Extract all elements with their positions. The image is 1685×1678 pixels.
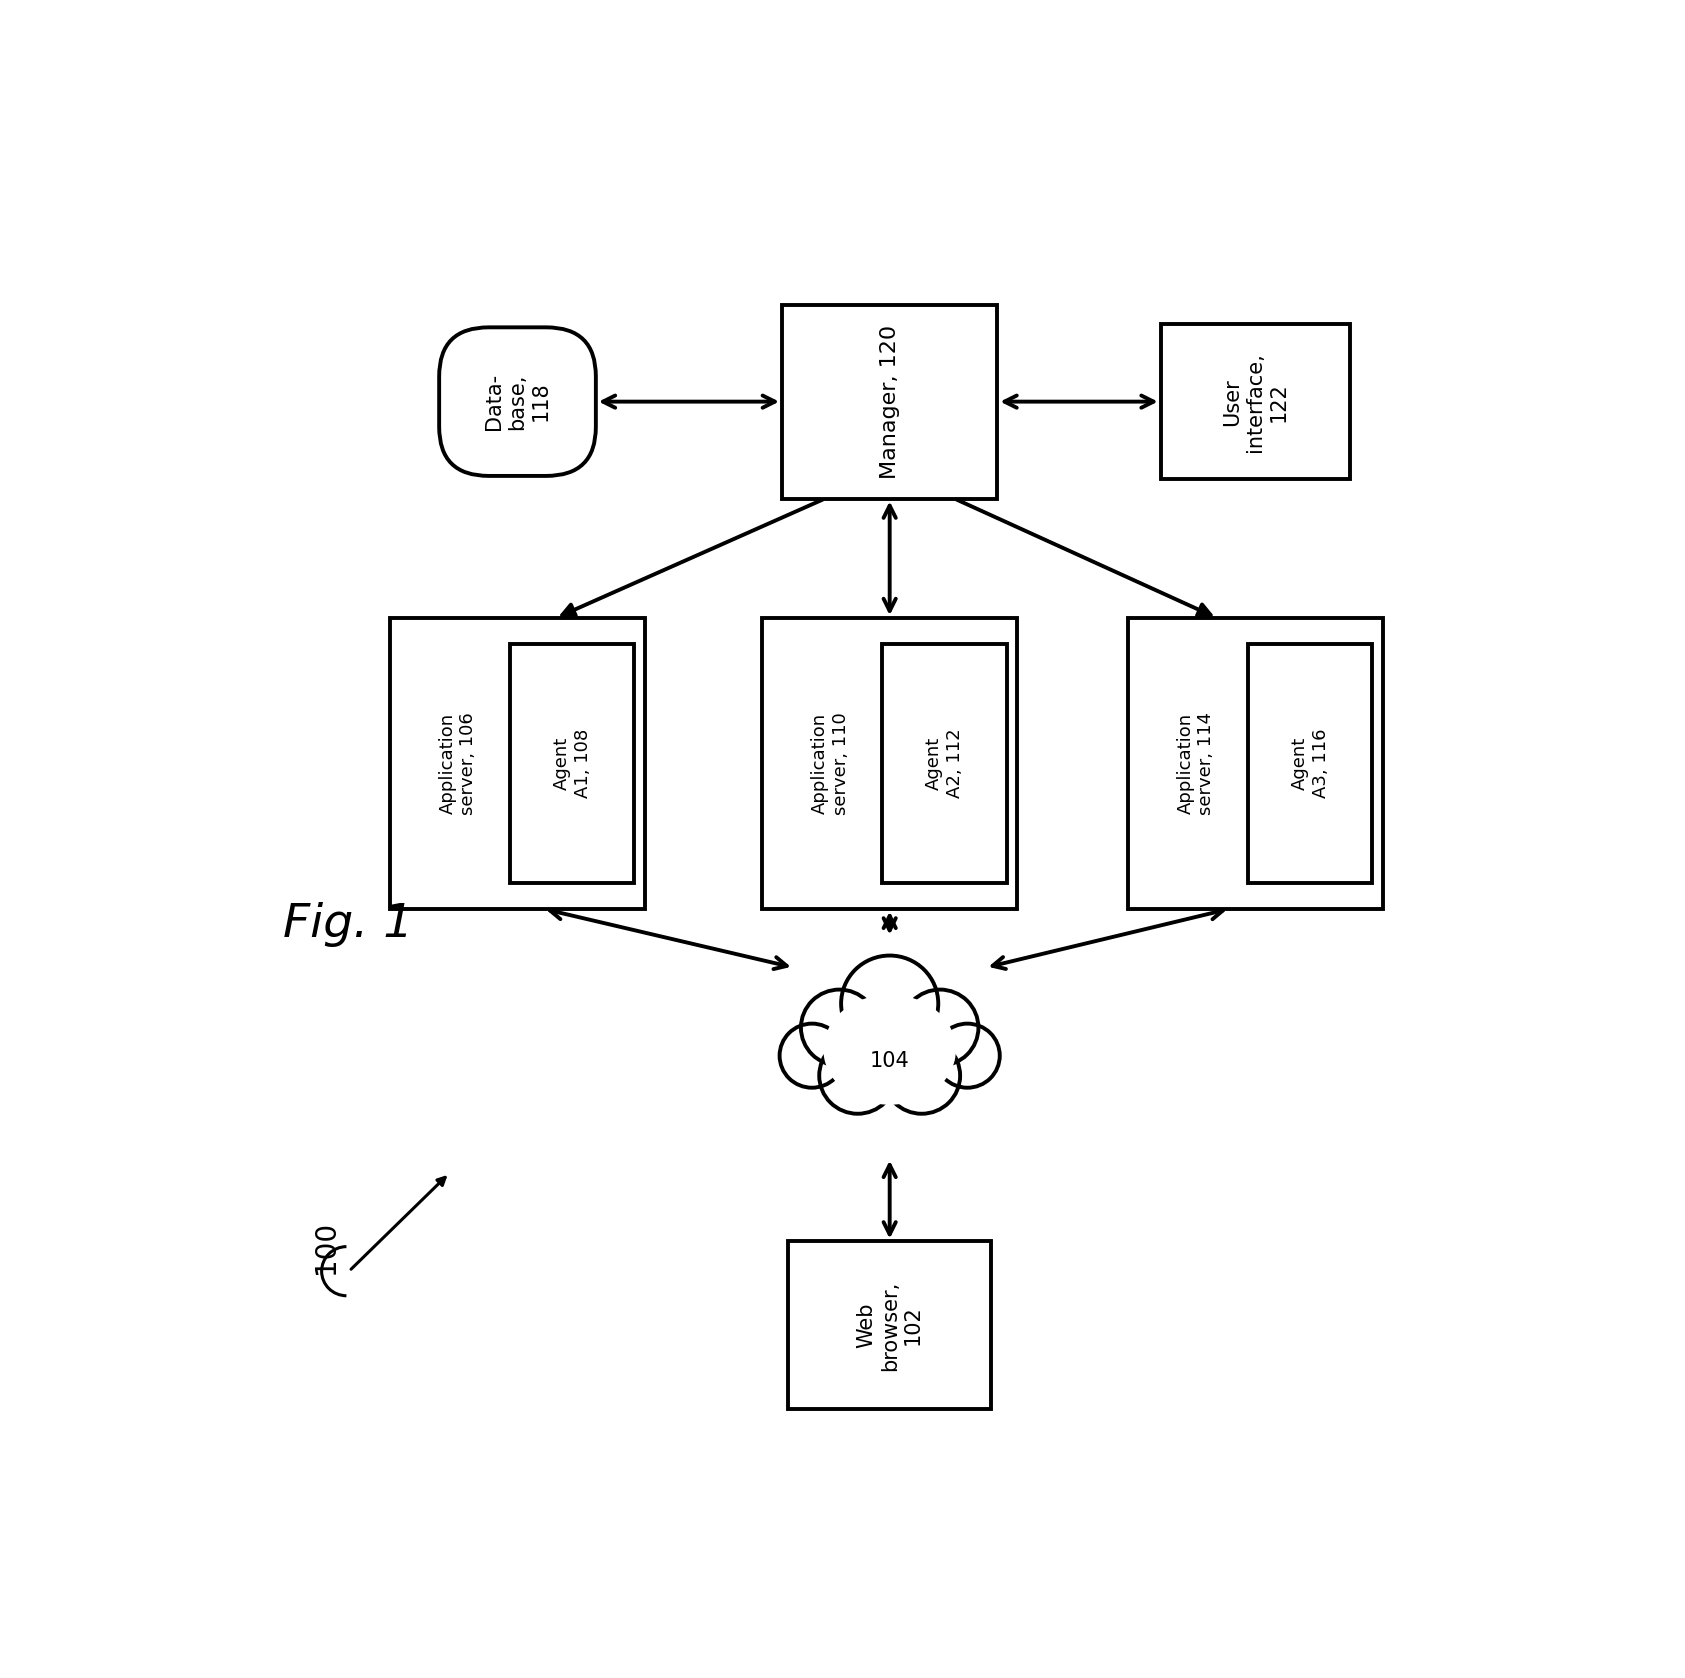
Text: Agent
A2, 112: Agent A2, 112 xyxy=(925,728,964,799)
Ellipse shape xyxy=(824,995,955,1104)
FancyBboxPatch shape xyxy=(782,305,998,498)
Circle shape xyxy=(901,990,979,1066)
Circle shape xyxy=(883,1037,960,1114)
FancyBboxPatch shape xyxy=(883,644,1006,883)
Text: Application
server, 110: Application server, 110 xyxy=(810,711,849,816)
Circle shape xyxy=(935,1024,999,1087)
Text: 104: 104 xyxy=(869,1050,910,1071)
Circle shape xyxy=(780,1024,844,1087)
FancyBboxPatch shape xyxy=(440,327,596,477)
FancyBboxPatch shape xyxy=(511,644,634,883)
Text: Data-
base,
118: Data- base, 118 xyxy=(484,373,551,430)
Text: Manager, 120: Manager, 120 xyxy=(880,324,900,478)
Circle shape xyxy=(841,955,939,1052)
Text: Agent
A3, 116: Agent A3, 116 xyxy=(1291,728,1329,799)
Text: Web
browser,
102: Web browser, 102 xyxy=(856,1280,923,1371)
Circle shape xyxy=(819,1037,896,1114)
Text: 100: 100 xyxy=(312,1222,340,1275)
FancyBboxPatch shape xyxy=(1127,618,1383,909)
Text: Agent
A1, 108: Agent A1, 108 xyxy=(553,728,591,799)
Text: Application
server, 114: Application server, 114 xyxy=(1176,711,1215,816)
FancyBboxPatch shape xyxy=(1161,324,1350,480)
FancyBboxPatch shape xyxy=(789,1242,991,1410)
FancyBboxPatch shape xyxy=(762,618,1018,909)
FancyBboxPatch shape xyxy=(391,618,645,909)
FancyBboxPatch shape xyxy=(1249,644,1372,883)
Text: Fig. 1: Fig. 1 xyxy=(283,903,413,948)
Text: User
interface,
122: User interface, 122 xyxy=(1222,352,1289,451)
Circle shape xyxy=(800,990,878,1066)
Text: Application
server, 106: Application server, 106 xyxy=(438,711,477,816)
